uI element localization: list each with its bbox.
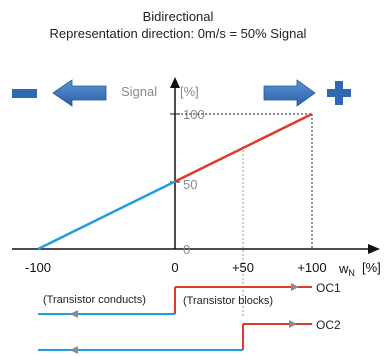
series-line-negative [37,180,176,251]
plus-icon [327,81,351,105]
transistor-blocks-label: (Transistor blocks) [183,295,273,307]
transistor-conducts-label: (Transistor conducts) [43,294,146,306]
title-line-2: Representation direction: 0m/s = 50% Sig… [50,26,307,41]
minus-icon [12,89,37,98]
y-tick-label-0: 0 [183,242,190,257]
y-axis-arrowhead [170,77,180,88]
oc2-label: OC2 [316,318,341,332]
x-tick-label-neg100: -100 [25,260,51,275]
oc1-label: OC1 [316,281,341,295]
x-tick-label-50: +50 [232,260,254,275]
y-axis-label: Signal [121,84,157,99]
y-axis-unit: [%] [180,84,199,99]
x-tick-label-100: +100 [297,260,326,275]
series-line-positive [174,112,313,183]
arrow-right-icon [263,79,316,107]
title-line-1: Bidirectional [143,9,214,24]
oc1-high-arrow-icon [291,283,299,291]
oc2-high-arrow-icon [289,320,297,328]
x-axis-label: wN [338,261,355,278]
x-axis-arrowhead [368,244,380,254]
oc2-low-arrow-icon [70,346,78,354]
x-axis-unit: [%] [362,260,381,275]
x-tick-label-0: 0 [171,260,178,275]
oc1-low-arrow-icon [70,310,78,318]
arrow-left-icon [52,79,107,107]
y-tick-label-50: 50 [183,177,197,192]
